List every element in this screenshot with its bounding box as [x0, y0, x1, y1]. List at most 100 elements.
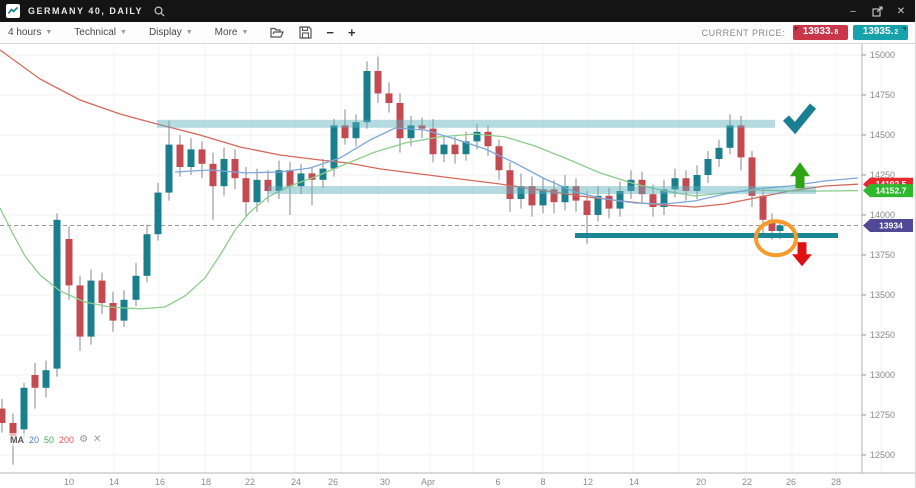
- bull-candle: [407, 125, 415, 139]
- zoom-out-button[interactable]: −: [326, 25, 334, 40]
- bear-candle: [0, 408, 6, 423]
- x-axis-label: 14: [109, 477, 119, 487]
- bull-candle: [87, 280, 95, 337]
- bear-candle: [396, 103, 404, 139]
- y-axis-label: 14750: [870, 90, 895, 100]
- x-axis-label: 26: [786, 477, 796, 487]
- bull-candle: [671, 178, 679, 190]
- bull-candle: [660, 189, 668, 207]
- bull-candle: [627, 179, 635, 191]
- sell-price-badge[interactable]: 13933. 8: [793, 25, 848, 40]
- close-indicator-icon[interactable]: ✕: [93, 434, 102, 445]
- zoom-in-button[interactable]: +: [348, 25, 356, 40]
- timeframe-label: 4 hours: [8, 27, 42, 38]
- bear-candle: [759, 195, 767, 220]
- highlight-circle-annotation[interactable]: [754, 219, 798, 258]
- bear-candle: [451, 144, 459, 155]
- technical-dropdown[interactable]: Technical ▼: [74, 27, 127, 38]
- buy-price-badge[interactable]: 13935. 2: [853, 25, 908, 40]
- bear-candle: [418, 125, 426, 129]
- price-tag: [863, 219, 913, 233]
- y-axis-label: 14500: [870, 130, 895, 140]
- ma20-legend: 20: [29, 434, 40, 445]
- y-axis-label: 14000: [870, 210, 895, 220]
- bear-candle: [737, 125, 745, 158]
- y-axis-label: 13500: [870, 290, 895, 300]
- bear-candle: [286, 170, 294, 187]
- current-price-label: CURRENT PRICE:: [701, 27, 785, 38]
- close-button[interactable]: ✕: [896, 5, 906, 17]
- bear-candle: [506, 170, 514, 199]
- chart-area[interactable]: 15000 14750 14500 14250 14000 13750 13500 13250…: [0, 44, 916, 488]
- x-axis-label: 16: [155, 477, 165, 487]
- y-axis-label: 13000: [870, 370, 895, 380]
- x-axis-label: 30: [380, 477, 390, 487]
- buy-price-decimal: 2: [894, 29, 899, 36]
- bear-candle: [583, 200, 591, 215]
- window-title: GERMANY 40, DAILY: [28, 6, 144, 16]
- bear-candle: [65, 239, 73, 286]
- popout-button[interactable]: [868, 3, 886, 19]
- bull-candle: [440, 144, 448, 155]
- bull-candle: [517, 186, 525, 199]
- display-label: Display: [148, 27, 182, 38]
- ma50-legend: 50: [44, 434, 55, 445]
- bull-candle: [539, 189, 547, 206]
- bear-candle: [76, 285, 84, 337]
- x-axis-label: 20: [696, 477, 706, 487]
- x-axis-label: 10: [64, 477, 74, 487]
- ma50-line: [0, 133, 859, 310]
- bull-candle: [693, 175, 701, 191]
- chart-toolbar: 4 hours ▼ Technical ▼ Display ▼ More ▼ − + C…: [0, 22, 916, 44]
- more-dropdown[interactable]: More ▼: [215, 27, 249, 38]
- bull-candle: [473, 131, 481, 142]
- chart-app-icon: [6, 4, 20, 18]
- bear-candle: [638, 179, 646, 195]
- gear-icon[interactable]: ⚙: [79, 434, 89, 445]
- bear-candle: [748, 157, 756, 196]
- x-axis-label: 22: [245, 477, 255, 487]
- buy-price-value: 13935.: [862, 26, 894, 37]
- x-axis-label: 26: [328, 477, 338, 487]
- y-axis-label: 12750: [870, 410, 895, 420]
- current-price-group: CURRENT PRICE: 13933. 8 13935. 2: [702, 25, 908, 40]
- bull-candle: [363, 71, 371, 123]
- bear-candle: [484, 131, 492, 147]
- minimize-button[interactable]: –: [850, 5, 856, 17]
- ma20-line: [174, 127, 859, 205]
- x-axis-label: 18: [201, 477, 211, 487]
- candlestick-chart[interactable]: 15000 14750 14500 14250 14000 13750 13500 13250…: [0, 44, 916, 488]
- price-tag-value: 14152.7: [876, 186, 907, 196]
- y-axis-label: 13750: [870, 250, 895, 260]
- save-icon[interactable]: [299, 26, 313, 39]
- sell-price-value: 13933.: [802, 26, 834, 37]
- search-icon[interactable]: [153, 5, 166, 18]
- y-axis-label: 15000: [870, 50, 895, 60]
- bull-candle: [20, 387, 28, 430]
- bull-candle: [53, 219, 61, 369]
- down-arrow-annotation[interactable]: [792, 242, 812, 267]
- ma-legend: MA 20 50 200 ⚙ ✕: [8, 433, 104, 446]
- technical-label: Technical: [74, 27, 116, 38]
- display-dropdown[interactable]: Display ▼: [149, 27, 193, 38]
- x-axis-label: Apr: [421, 477, 435, 487]
- bear-candle: [649, 194, 657, 207]
- open-chart-icon[interactable]: [270, 27, 285, 39]
- bear-candle: [768, 219, 776, 231]
- ma-legend-label: MA: [10, 434, 24, 445]
- up-arrow-annotation[interactable]: [790, 162, 810, 189]
- bear-candle: [528, 186, 536, 206]
- ma200-line: [0, 49, 859, 208]
- x-axis-label: 12: [583, 477, 593, 487]
- timeframe-dropdown[interactable]: 4 hours ▼: [8, 27, 52, 38]
- bear-candle: [109, 303, 117, 321]
- more-label: More: [214, 27, 238, 38]
- bear-candle: [9, 423, 17, 436]
- bull-candle: [165, 144, 173, 193]
- price-tag-value: 13934: [879, 221, 903, 231]
- bear-candle: [308, 173, 316, 180]
- bull-candle: [120, 299, 128, 321]
- bear-candle: [550, 189, 558, 203]
- check-mark-annotation[interactable]: [783, 103, 817, 135]
- sell-price-decimal: 8: [834, 29, 839, 36]
